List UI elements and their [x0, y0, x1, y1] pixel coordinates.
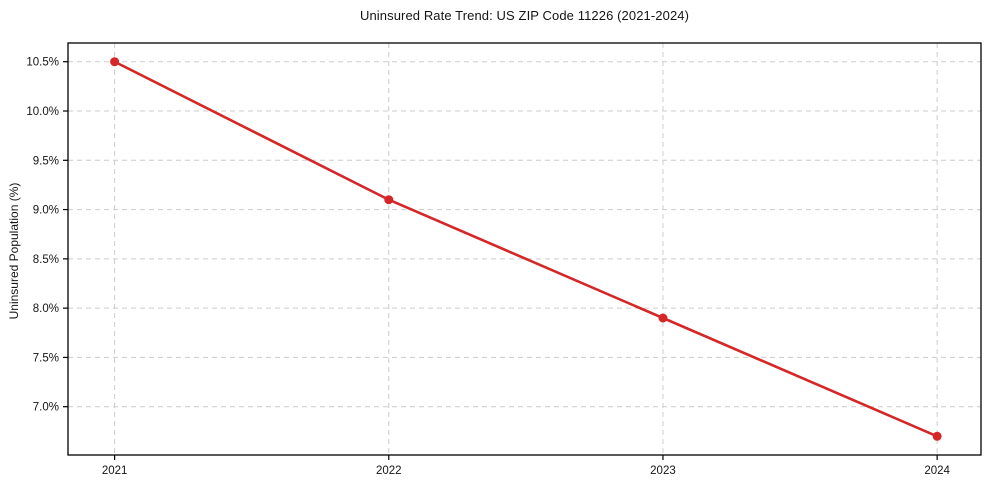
chart-title: Uninsured Rate Trend: US ZIP Code 11226 … [359, 8, 690, 23]
x-tick-label: 2024 [924, 465, 950, 477]
y-tick-label: 8.5% [33, 254, 59, 266]
data-point-2021 [110, 57, 120, 67]
y-tick-label: 10.5% [26, 57, 59, 69]
plot-border [67, 42, 982, 456]
y-tick-label: 9.0% [33, 205, 59, 217]
x-tick-label: 2023 [650, 465, 676, 477]
x-tick-label: 2021 [102, 465, 128, 477]
x-tick-label: 2022 [376, 465, 402, 477]
y-tick-label: 10.0% [26, 106, 59, 118]
y-tick-label: 9.5% [33, 155, 59, 167]
trend-line [113, 60, 939, 438]
data-point-2024 [932, 431, 942, 441]
y-tick-label: 8.0% [33, 303, 59, 315]
y-tick-label: 7.0% [33, 402, 59, 414]
data-point-2022 [384, 195, 394, 205]
y-tick-label: 7.5% [33, 352, 59, 364]
data-point-2023 [658, 313, 668, 323]
